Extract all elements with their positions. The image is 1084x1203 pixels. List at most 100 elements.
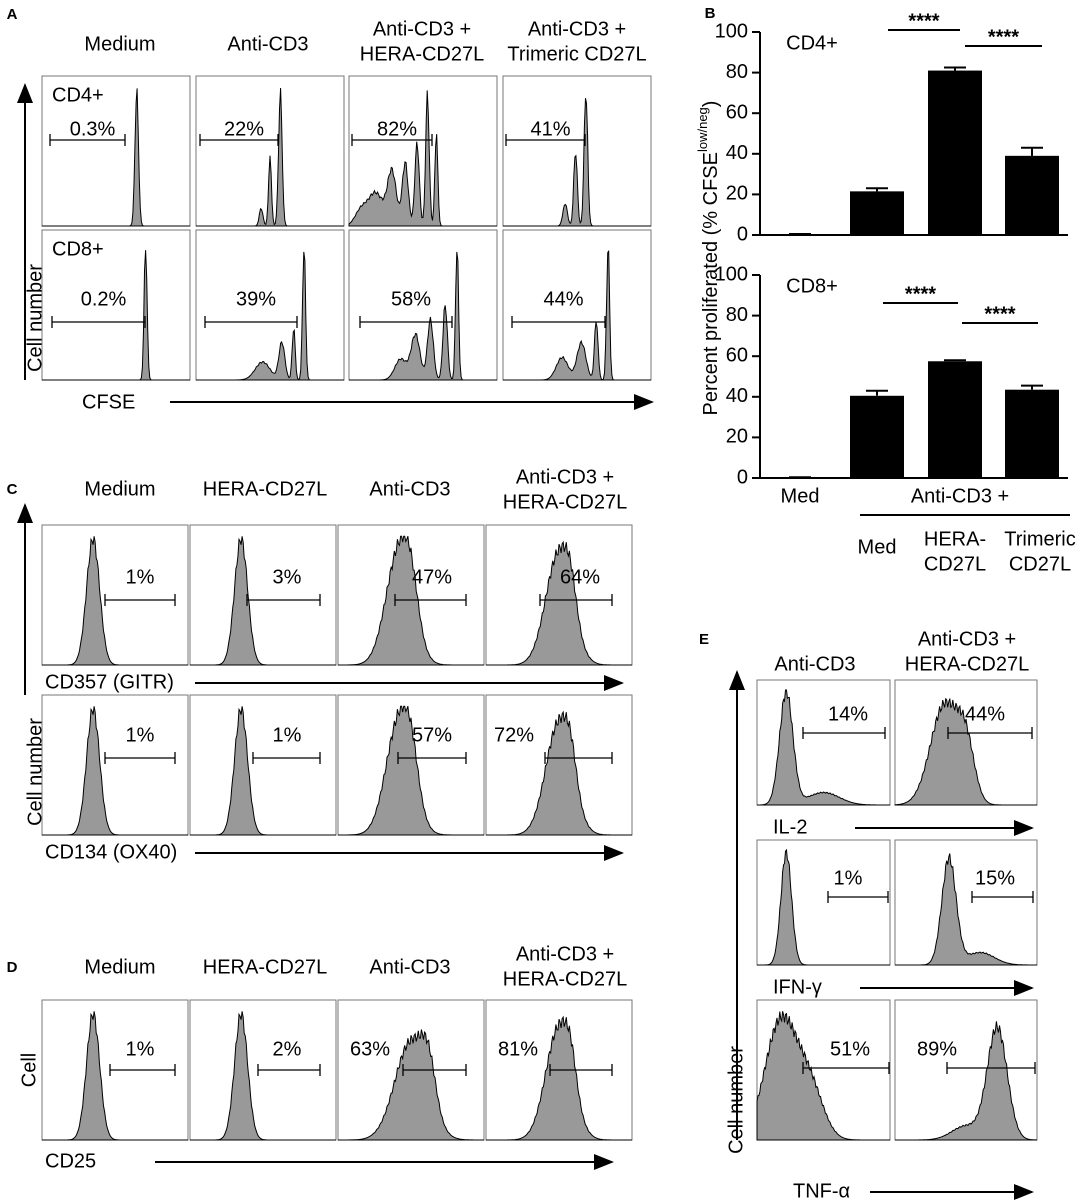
label: 3% [273, 566, 302, 588]
label: 14% [828, 703, 868, 725]
histogram [338, 705, 484, 836]
histogram-frame [41, 694, 189, 836]
label: HERA-CD27L [203, 956, 327, 978]
label: 15% [975, 867, 1015, 889]
histogram [486, 710, 632, 836]
label: 100 [715, 20, 748, 42]
label: Medium [84, 33, 155, 55]
label: **** [988, 26, 1019, 48]
label: 47% [412, 566, 452, 588]
label: Anti-CD3 + [373, 18, 471, 40]
label: CD4+ [786, 32, 838, 54]
histogram-frame [189, 694, 337, 836]
label: 1% [126, 724, 155, 746]
histogram [503, 250, 651, 381]
label: Trimeric CD27L [507, 43, 646, 65]
histogram [42, 706, 188, 836]
label: 0.2% [81, 288, 127, 310]
histogram-frame [41, 524, 189, 666]
histogram [190, 706, 336, 836]
label: Medium [84, 478, 155, 500]
histogram [190, 536, 336, 666]
histogram [895, 1021, 1038, 1141]
label: E [699, 631, 709, 648]
label: 100 [715, 263, 748, 285]
error-bar [1021, 146, 1043, 156]
label: Anti-CD3 + [528, 18, 626, 40]
label: 81% [498, 1038, 538, 1060]
label: 0.3% [70, 118, 116, 140]
label: 39% [236, 288, 276, 310]
label: B [705, 5, 716, 22]
histogram [348, 90, 497, 227]
histogram-frame [41, 75, 191, 227]
histogram [486, 1015, 632, 1141]
label: **** [908, 10, 939, 32]
label: HERA-CD27L [203, 478, 327, 500]
label: TNF-α [793, 1180, 850, 1202]
y-axis-label-end: ) [700, 101, 722, 108]
histogram [894, 697, 1037, 806]
label: Anti-CD3 [369, 956, 450, 978]
histogram [196, 251, 344, 381]
label: CD4+ [52, 84, 104, 106]
y-axis-label: Percent proliferated (% CFSElow/neg) [695, 101, 722, 416]
label: **** [905, 283, 936, 305]
histogram [42, 250, 190, 381]
label: 80 [726, 61, 748, 83]
error-bar [866, 187, 888, 192]
bar [928, 70, 982, 235]
error-bar [944, 359, 966, 362]
label: 80 [726, 304, 748, 326]
label: 0 [737, 466, 748, 488]
histogram [895, 853, 1037, 966]
label: 20 [726, 426, 748, 448]
label: **** [984, 303, 1015, 325]
error-bar [866, 389, 888, 396]
label: Anti-CD3 + [516, 466, 614, 488]
label: Cell number [24, 718, 46, 826]
label: Med [858, 536, 897, 558]
label: HERA-CD27L [360, 43, 484, 65]
label: 51% [830, 1038, 870, 1060]
label: 64% [560, 566, 600, 588]
label: HERA-CD27L [503, 968, 627, 990]
label: Medium [84, 956, 155, 978]
label: CD357 (GITR) [45, 671, 174, 693]
label: 0 [737, 223, 748, 245]
histogram [757, 848, 890, 966]
label: Cell number [24, 264, 46, 372]
label: 57% [412, 724, 452, 746]
histogram [757, 689, 890, 806]
label: 40 [726, 142, 748, 164]
label: IFN-γ [773, 976, 822, 998]
label: 44% [965, 703, 1005, 725]
histogram [196, 87, 344, 227]
label: 72% [494, 724, 534, 746]
bar [850, 191, 904, 235]
label: 60 [726, 344, 748, 366]
label: 44% [543, 288, 583, 310]
label: 20 [726, 183, 748, 205]
label: HERA-CD27L [905, 653, 1029, 675]
label: 60 [726, 101, 748, 123]
label: CD8+ [52, 238, 104, 260]
error-bar [1021, 384, 1043, 390]
histogram [503, 98, 651, 227]
histogram [42, 88, 190, 227]
label: Cell [18, 1053, 40, 1087]
label: 63% [350, 1038, 390, 1060]
y-axis-label-sup: low/neg [695, 107, 710, 152]
label: Anti-CD3 + [911, 485, 1009, 507]
label: 40 [726, 385, 748, 407]
label: 82% [377, 118, 417, 140]
histogram-frame [894, 839, 1038, 966]
label: Trimeric [1004, 528, 1075, 550]
histogram-frame [189, 524, 337, 666]
label: C [7, 481, 18, 498]
label: 22% [224, 118, 264, 140]
histogram [756, 1011, 890, 1141]
histogram [42, 536, 188, 666]
label: 41% [530, 118, 570, 140]
